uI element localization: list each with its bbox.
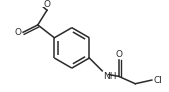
Text: NH: NH	[103, 72, 117, 81]
Text: O: O	[43, 0, 51, 9]
Text: O: O	[14, 28, 21, 37]
Text: Cl: Cl	[154, 76, 163, 85]
Text: O: O	[115, 50, 122, 59]
